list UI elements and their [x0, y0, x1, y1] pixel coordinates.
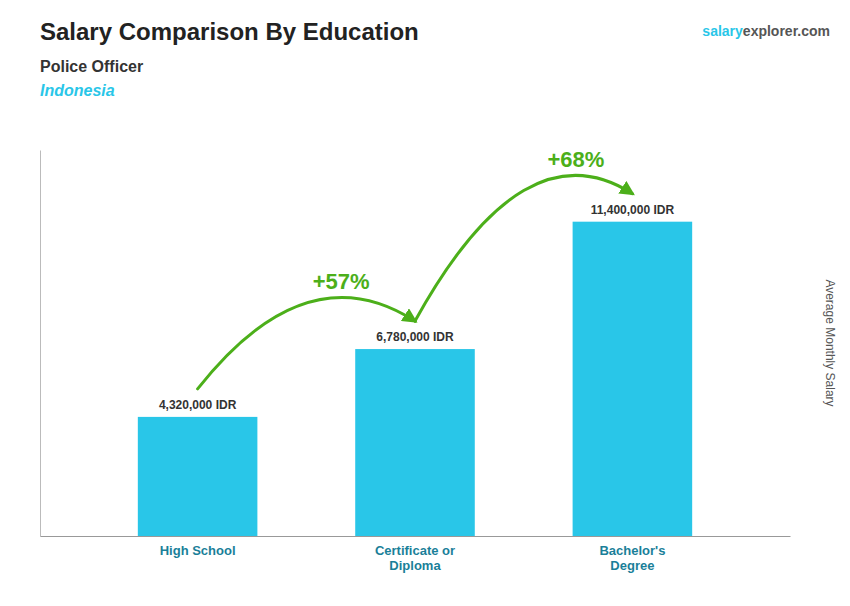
x-tick: High School	[160, 536, 236, 558]
x-tick-label-line: Diploma	[389, 558, 441, 573]
x-axis-line	[41, 536, 791, 537]
data-label: 4,320,000 IDR	[159, 398, 237, 412]
arc-arrows: +57% +68%	[198, 147, 633, 389]
x-tick-label-line: Degree	[610, 558, 654, 573]
x-axis: High School Certificate orDiploma Bachelor…	[41, 536, 791, 573]
chart: Salary Comparison By Education Police Off…	[0, 0, 850, 606]
watermark: salaryexplorer.com	[702, 23, 830, 39]
x-tick-label: High School	[160, 543, 236, 558]
arc-arrow	[198, 297, 415, 388]
annotation: +57%	[313, 269, 370, 294]
y-axis-title: Average Monthly Salary	[823, 279, 837, 406]
subtitle: Police Officer	[40, 58, 143, 75]
annotation: +68%	[547, 147, 604, 172]
x-tick-label: Certificate orDiploma	[375, 543, 455, 573]
x-tick: Bachelor'sDegree	[599, 536, 665, 573]
bar	[138, 417, 258, 536]
x-tick-label-line: Bachelor's	[599, 543, 665, 558]
arc-arrow	[415, 175, 632, 321]
bar	[355, 349, 475, 536]
data-labels: 4,320,000 IDR 6,780,000 IDR 11,400,000 IDR	[159, 203, 675, 412]
y-axis	[40, 151, 41, 537]
x-tick-label-line: Certificate or	[375, 543, 455, 558]
data-label: 11,400,000 IDR	[591, 203, 675, 217]
watermark-part: explorer.com	[743, 23, 830, 39]
bars	[138, 222, 692, 536]
watermark-part: salary	[702, 23, 743, 39]
y-axis-line	[40, 151, 41, 537]
data-label: 6,780,000 IDR	[376, 330, 454, 344]
bar	[573, 222, 693, 536]
x-tick-label-line: High School	[160, 543, 236, 558]
x-tick-label: Bachelor'sDegree	[599, 543, 665, 573]
title: Salary Comparison By Education	[40, 18, 419, 45]
subtitle: Indonesia	[40, 82, 115, 99]
x-tick: Certificate orDiploma	[375, 536, 455, 573]
